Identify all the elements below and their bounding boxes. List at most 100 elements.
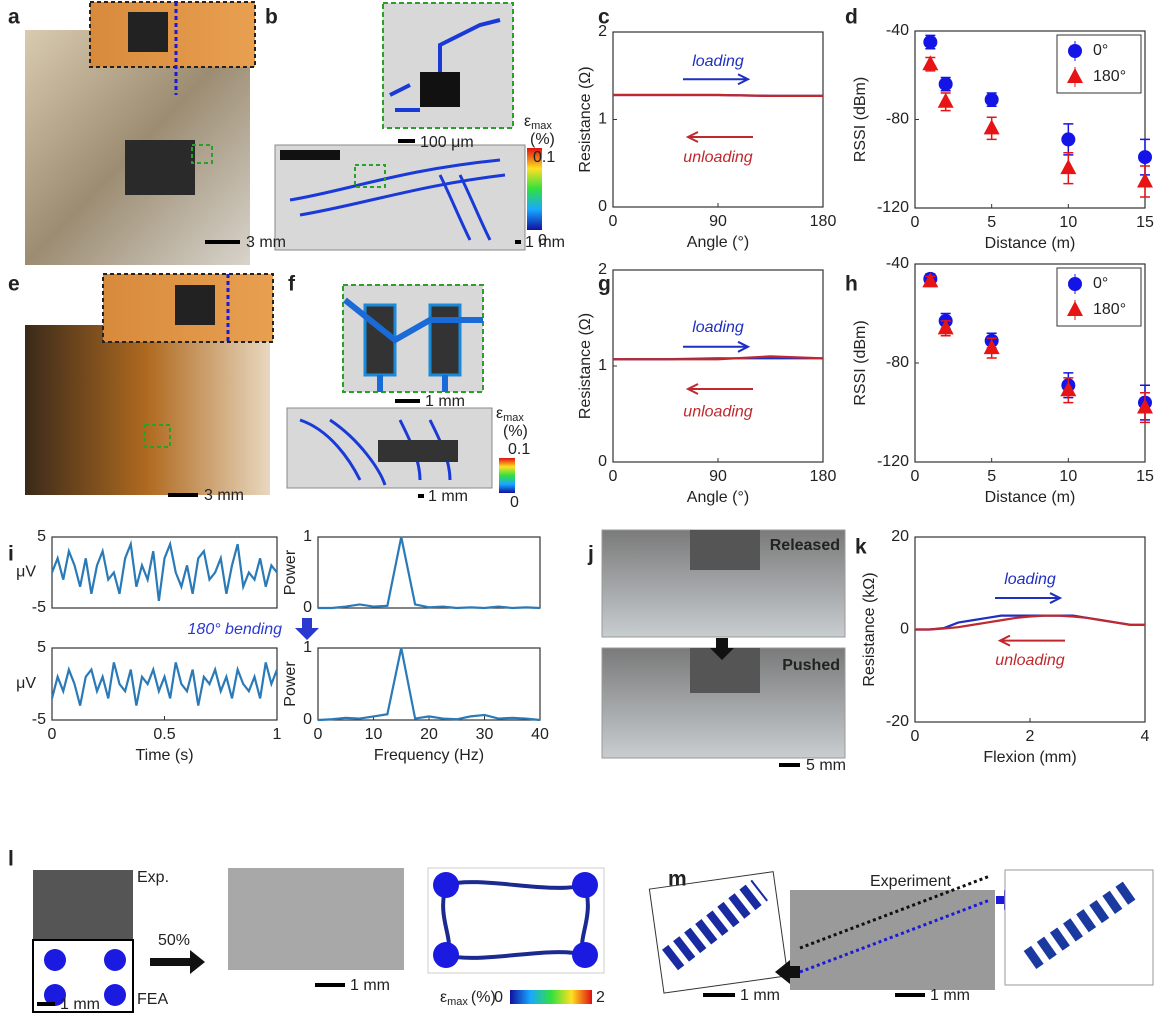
colorbar-tick: 2 xyxy=(596,989,605,1006)
colorbar-tick: 0.1 xyxy=(533,149,555,166)
panel-label: j xyxy=(587,543,594,566)
plot-frame xyxy=(613,270,823,462)
photo-m xyxy=(790,890,995,990)
x-tick-label: 0.5 xyxy=(153,726,175,743)
symbol: ε xyxy=(440,989,447,1006)
line xyxy=(52,662,277,705)
y-axis-label: μV xyxy=(16,675,36,692)
line xyxy=(915,616,1145,630)
line xyxy=(318,537,540,608)
scale-bar-label: 1 mm xyxy=(428,488,468,505)
experiment-label: Experiment xyxy=(870,873,951,890)
x-axis-label: Frequency (Hz) xyxy=(374,747,484,764)
x-axis-label: Distance (m) xyxy=(985,235,1076,252)
x-axis-label: Angle (°) xyxy=(687,234,749,251)
pad xyxy=(280,150,340,160)
y-tick-label: -120 xyxy=(877,453,909,470)
y-axis-label: μV xyxy=(16,564,36,581)
point xyxy=(939,77,953,91)
colorbar-unit: (%) xyxy=(503,423,528,440)
scale-bar-label: 1 mm xyxy=(740,987,780,1004)
plot-frame xyxy=(915,537,1145,722)
subscript: max xyxy=(503,412,524,424)
subscript: max xyxy=(531,120,552,132)
label-exp: Exp. xyxy=(137,869,169,886)
y-tick-label: 0 xyxy=(598,453,607,470)
y-tick-label: 20 xyxy=(891,528,909,545)
subscript: max xyxy=(447,996,468,1008)
photo-l xyxy=(33,870,133,940)
x-tick-label: 10 xyxy=(1059,468,1077,485)
y-tick-label: 1 xyxy=(303,639,312,656)
x-tick-label: 0 xyxy=(609,468,618,485)
indenter xyxy=(690,530,760,570)
chip xyxy=(175,285,215,325)
panel-label: i xyxy=(8,543,14,566)
y-axis-label: Power xyxy=(282,661,299,707)
y-tick-label: 1 xyxy=(598,111,607,128)
fea-m2 xyxy=(1005,870,1153,985)
x-axis-label: Angle (°) xyxy=(687,489,749,506)
panel-label: b xyxy=(265,6,278,29)
y-axis-label: Power xyxy=(282,549,299,595)
symbol: ε xyxy=(524,113,531,130)
y-tick-label: 0 xyxy=(900,621,909,638)
annotation: loading xyxy=(1004,571,1056,588)
panel-label: l xyxy=(8,848,14,871)
annotation: unloading xyxy=(683,149,753,166)
scale-bar-label: 1 mm xyxy=(425,393,465,410)
panel-label: e xyxy=(8,273,20,296)
y-tick-label: 2 xyxy=(598,261,607,278)
annotation: unloading xyxy=(683,403,753,420)
scale-bar-label: 5 mm xyxy=(806,757,846,774)
x-tick-label: 20 xyxy=(420,726,438,743)
colorbar-title: εmax xyxy=(524,113,552,132)
legend-label: 0° xyxy=(1093,42,1108,59)
x-tick-label: 5 xyxy=(987,214,996,231)
line xyxy=(613,95,823,96)
point xyxy=(1137,172,1153,187)
y-tick-label: -5 xyxy=(32,711,46,728)
line xyxy=(318,648,540,720)
legend-label: 180° xyxy=(1093,301,1126,318)
legend-marker xyxy=(1068,44,1082,58)
x-tick-label: 0 xyxy=(48,726,57,743)
arrow xyxy=(295,618,319,640)
y-tick-label: 5 xyxy=(37,528,46,545)
state-label: Released xyxy=(770,537,840,554)
y-tick-label: 5 xyxy=(37,639,46,656)
plot-frame xyxy=(318,537,540,608)
legend-label: 0° xyxy=(1093,275,1108,292)
colorbar-tick: 0 xyxy=(538,232,547,249)
x-tick-label: 10 xyxy=(1059,214,1077,231)
scale-bar-label: 1 mm xyxy=(60,996,100,1013)
colorbar-tick: 0 xyxy=(494,989,503,1006)
point xyxy=(922,55,938,70)
panel-label: a xyxy=(8,6,20,29)
panel-label: k xyxy=(855,536,867,559)
unit: (%) xyxy=(471,989,496,1006)
photo-l2 xyxy=(228,868,404,970)
y-tick-label: -40 xyxy=(886,22,909,39)
panel-label: h xyxy=(845,273,858,296)
point xyxy=(1061,132,1075,146)
annotation: loading xyxy=(692,319,744,336)
arrow xyxy=(683,74,748,84)
inset-a xyxy=(90,2,255,67)
point xyxy=(938,93,954,108)
legend-label: 180° xyxy=(1093,68,1126,85)
label-fea: FEA xyxy=(137,991,168,1008)
arrow xyxy=(688,384,753,394)
colorbar-title: εmax xyxy=(496,405,524,424)
x-tick-label: 0 xyxy=(911,214,920,231)
annotation: unloading xyxy=(995,652,1065,669)
arrow xyxy=(683,342,748,352)
scale-bar-label: 1 mm xyxy=(930,987,970,1004)
arrow xyxy=(995,593,1060,603)
y-axis-label: RSSI (dBm) xyxy=(852,320,869,405)
colorbar-tick: 0 xyxy=(510,494,519,511)
y-tick-label: -80 xyxy=(886,111,909,128)
x-axis-label: Time (s) xyxy=(135,747,193,764)
pad xyxy=(420,72,460,107)
photo-e xyxy=(25,325,270,495)
